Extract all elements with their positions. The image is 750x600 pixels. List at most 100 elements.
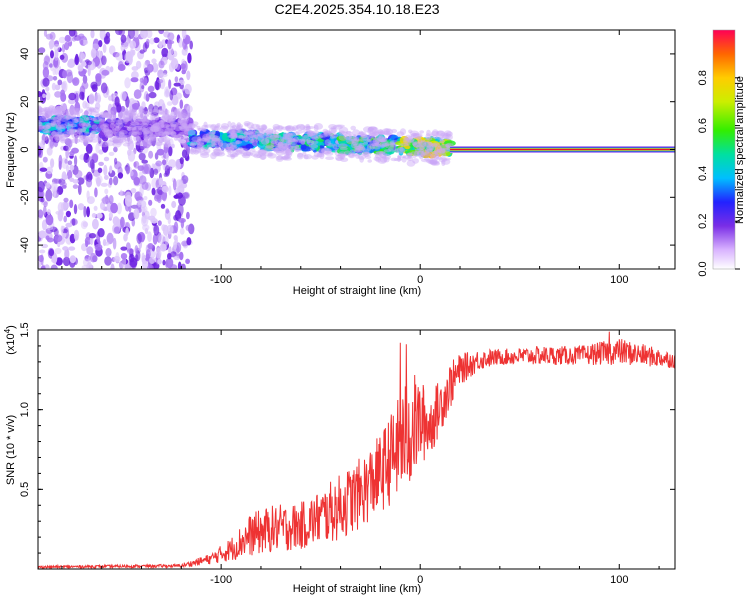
noise-blob — [103, 164, 108, 177]
tone-halo-blob — [435, 156, 443, 160]
tone-blob — [355, 150, 363, 154]
tone-halo-blob — [377, 131, 385, 136]
tone-blob — [88, 117, 94, 122]
noise-blob — [41, 243, 49, 249]
tone-halo-blob — [41, 112, 47, 119]
tone-halo-blob — [406, 160, 416, 167]
tone-blob — [171, 117, 177, 125]
tone-halo-blob — [353, 143, 363, 147]
tone-halo-blob — [57, 128, 63, 133]
tone-halo-blob — [276, 155, 283, 161]
tone-halo-blob — [69, 128, 77, 135]
tone-halo-blob — [178, 131, 186, 136]
tone-halo-blob — [150, 137, 159, 141]
tone-halo-blob — [417, 137, 423, 145]
tone-halo-blob — [211, 151, 221, 157]
tone-halo-blob — [191, 136, 202, 142]
noise-blob — [186, 105, 193, 113]
tone-halo-blob — [407, 152, 413, 159]
tone-halo-blob — [387, 143, 398, 147]
tone-halo-blob — [173, 108, 180, 116]
tone-halo-blob — [153, 132, 161, 137]
tone-halo-blob — [83, 139, 93, 144]
noise-blob — [155, 247, 162, 259]
tone-halo-blob — [352, 134, 358, 142]
snr-y-axis-label: SNR (10 * v/v) — [5, 415, 17, 485]
tone-halo-blob — [436, 148, 446, 154]
tone-halo-blob — [277, 143, 288, 150]
tone-halo-blob — [397, 154, 402, 160]
tone-halo-blob — [170, 131, 177, 137]
tone-halo-blob — [102, 113, 111, 118]
tone-halo-blob — [244, 130, 254, 134]
noise-blob — [77, 183, 82, 196]
tone-halo-blob — [434, 147, 439, 154]
tone-halo-blob — [348, 136, 353, 141]
tone-halo-blob — [340, 157, 349, 162]
tone-halo-blob — [352, 129, 360, 136]
tone-halo-blob — [56, 119, 62, 126]
tone-halo-blob — [350, 138, 360, 143]
noise-blob — [133, 176, 140, 186]
noise-blob — [74, 170, 83, 179]
tone-halo-blob — [355, 146, 364, 151]
tone-halo-blob — [197, 127, 206, 131]
noise-blob — [88, 233, 97, 239]
tone-halo-blob — [275, 150, 285, 156]
tone-halo-blob — [230, 130, 237, 138]
tone-halo-blob — [98, 118, 106, 122]
tone-halo-blob — [150, 124, 156, 132]
tone-halo-blob — [253, 127, 264, 134]
noise-blob — [69, 199, 74, 209]
tone-halo-blob — [285, 149, 291, 154]
tone-halo-blob — [231, 146, 238, 153]
noise-blob — [130, 77, 139, 83]
tone-halo-blob — [316, 134, 323, 139]
noise-blob — [131, 71, 139, 80]
tone-halo-blob — [163, 114, 171, 121]
tone-halo-blob — [130, 116, 136, 123]
tone-halo-blob — [336, 124, 345, 128]
tone-halo-blob — [122, 117, 130, 123]
tone-halo-blob — [371, 131, 378, 135]
tone-blob — [436, 145, 442, 152]
tone-halo-blob — [168, 115, 177, 122]
tone-halo-blob — [114, 131, 124, 137]
noise-blob — [120, 91, 127, 101]
tone-halo-blob — [89, 108, 94, 112]
noise-blob — [93, 205, 98, 211]
tone-halo-blob — [178, 124, 187, 130]
tone-halo-blob — [38, 124, 45, 129]
tone-halo-blob — [59, 123, 68, 130]
tone-halo-blob — [89, 107, 97, 113]
noise-blob — [102, 44, 107, 53]
tone-halo-blob — [154, 141, 163, 147]
tone-halo-blob — [66, 128, 74, 135]
tone-halo-blob — [203, 139, 210, 143]
tone-halo-blob — [210, 152, 217, 160]
noise-blob — [161, 185, 169, 193]
tone-blob — [408, 142, 419, 148]
tone-halo-blob — [330, 127, 338, 134]
tone-halo-blob — [277, 142, 284, 147]
tone-halo-blob — [235, 140, 243, 145]
tone-halo-blob — [318, 133, 328, 138]
noise-blob — [52, 68, 56, 76]
noise-blob — [117, 64, 126, 71]
tone-halo-blob — [71, 133, 79, 139]
tone-halo-blob — [131, 131, 139, 135]
tone-halo-blob — [75, 134, 86, 138]
tone-halo-blob — [46, 110, 53, 115]
tone-halo-blob — [378, 129, 384, 134]
noise-blob — [67, 60, 75, 68]
tone-halo-blob — [216, 123, 221, 128]
tone-blob — [399, 135, 410, 145]
tone-halo-blob — [218, 142, 223, 147]
tone-halo-blob — [141, 126, 147, 133]
tone-halo-blob — [83, 117, 89, 121]
tone-halo-blob — [277, 141, 284, 149]
colorbar-ticks: 0.0 0.2 0.4 0.6 0.8 — [697, 70, 740, 277]
noise-blob — [69, 255, 77, 264]
tone-halo-blob — [375, 156, 381, 163]
tone-halo-blob — [412, 133, 422, 140]
